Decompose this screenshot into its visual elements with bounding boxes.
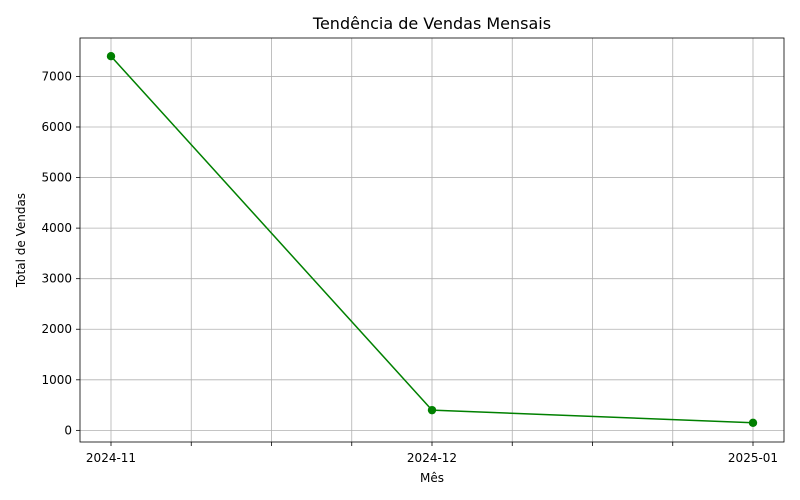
data-point bbox=[748, 418, 758, 427]
x-tick-label: 2024-12 bbox=[407, 451, 457, 465]
x-tick-label: 2024-11 bbox=[86, 451, 136, 465]
x-tick-label: 2025-01 bbox=[728, 451, 778, 465]
y-tick-label: 0 bbox=[64, 423, 72, 437]
y-tick-label: 4000 bbox=[41, 221, 72, 235]
chart-title: Tendência de Vendas Mensais bbox=[312, 14, 551, 33]
x-axis-label: Mês bbox=[420, 471, 444, 485]
series-layer bbox=[106, 52, 758, 427]
y-tick-label: 3000 bbox=[41, 272, 72, 286]
y-tick-label: 1000 bbox=[41, 373, 72, 387]
y-tick-label: 2000 bbox=[41, 322, 72, 336]
data-point bbox=[106, 52, 116, 61]
y-tick-label: 5000 bbox=[41, 171, 72, 185]
y-axis-label: Total de Vendas bbox=[14, 193, 28, 288]
y-tick-label: 6000 bbox=[41, 120, 72, 134]
data-point bbox=[427, 405, 437, 415]
y-tick-label: 7000 bbox=[41, 69, 72, 83]
grid bbox=[80, 38, 784, 442]
axis-ticks: 2024-11 2024-12 2025-01 0 1000 2000 3000 4000 50… bbox=[41, 69, 778, 465]
